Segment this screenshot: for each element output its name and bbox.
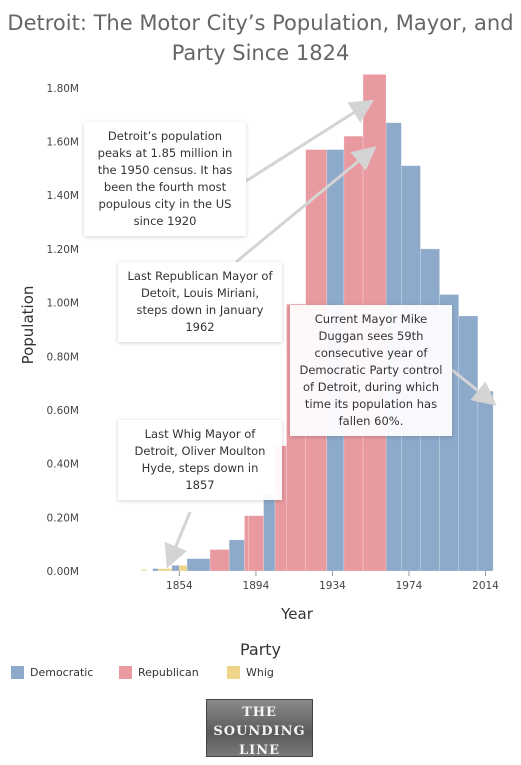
annotation-arrows [164, 99, 497, 569]
y-tick-label: 0.20M [47, 512, 79, 524]
bar-democratic-1858[interactable] [186, 558, 211, 572]
legend-item-democratic: Democratic [11, 666, 93, 679]
chart-title: Detroit: The Motor City’s Population, Ma… [7, 11, 514, 65]
x-axis-ticks: 1854 1894 1934 1974 2014 [166, 571, 499, 592]
y-tick-label: 1.40M [47, 190, 79, 202]
x-axis-label: Year [280, 605, 314, 623]
arrow-current-mayor [451, 368, 497, 406]
sounding-line-logo: THE SOUNDING LINE [206, 699, 313, 757]
legend-swatch [119, 666, 132, 679]
bar-democratic-1880[interactable] [228, 539, 245, 572]
x-tick-label: 1854 [166, 580, 193, 592]
bar-whig-1843[interactable] [158, 568, 173, 572]
x-tick-label: 1894 [243, 580, 270, 592]
y-tick-label: 1.60M [47, 137, 79, 149]
legend-swatch [227, 666, 240, 679]
logo-line1: THE [242, 705, 277, 720]
logo-line2: SOUNDING [213, 724, 306, 739]
y-tick-label: 0.00M [47, 566, 79, 578]
legend-label: Democratic [30, 666, 94, 679]
y-tick-label: 0.80M [47, 351, 79, 363]
bar-democratic-1850[interactable] [171, 565, 180, 572]
bar-whig-1854[interactable] [179, 565, 188, 572]
legend-item-republican: Republican [119, 666, 199, 679]
bar-democratic-1898[interactable] [263, 493, 276, 572]
annotation-current-mayor: Current Mayor Mike Duggan sees 59th cons… [290, 305, 452, 436]
logo-line3: LINE [238, 743, 280, 758]
y-tick-label: 0.60M [47, 405, 79, 417]
x-tick-label: 2014 [472, 580, 499, 592]
bar-democratic-2000[interactable] [458, 315, 479, 572]
bar-republican-1888[interactable] [244, 515, 249, 572]
bar-democratic-2010[interactable] [477, 390, 494, 572]
legend-title: Party [239, 640, 282, 659]
x-tick-label: 1934 [319, 580, 346, 592]
y-tick-label: 1.00M [47, 298, 79, 310]
bar-democratic-1840[interactable] [152, 568, 159, 572]
annotation-population-peak: Detroit’s population peaks at 1.85 milli… [84, 122, 246, 236]
y-axis-ticks: 0.00M 0.20M 0.40M 0.60M 0.80M 1.00M 1.20M 1.40M… [47, 83, 79, 578]
arrow-last-republican [235, 146, 377, 264]
arrow-last-whig [164, 511, 192, 569]
y-tick-label: 1.20M [47, 244, 79, 256]
y-axis-label: Population [19, 286, 37, 365]
legend-label: Whig [246, 666, 274, 679]
annotation-last-republican: Last Republican Mayor of Detoit, Louis M… [118, 262, 282, 342]
bar-republican-1890[interactable] [247, 515, 264, 572]
annotation-last-whig: Last Whig Mayor of Detroit, Oliver Moult… [118, 420, 282, 500]
x-tick-label: 1974 [396, 580, 423, 592]
legend-swatch [11, 666, 24, 679]
bar-whig-1834[interactable] [140, 569, 148, 572]
y-tick-label: 1.80M [47, 83, 79, 95]
arrow-peak [245, 99, 375, 183]
legend-item-whig: Whig [227, 666, 274, 679]
legend-label: Republican [138, 666, 199, 679]
y-tick-label: 0.40M [47, 459, 79, 471]
bar-republican-1870[interactable] [209, 549, 230, 572]
